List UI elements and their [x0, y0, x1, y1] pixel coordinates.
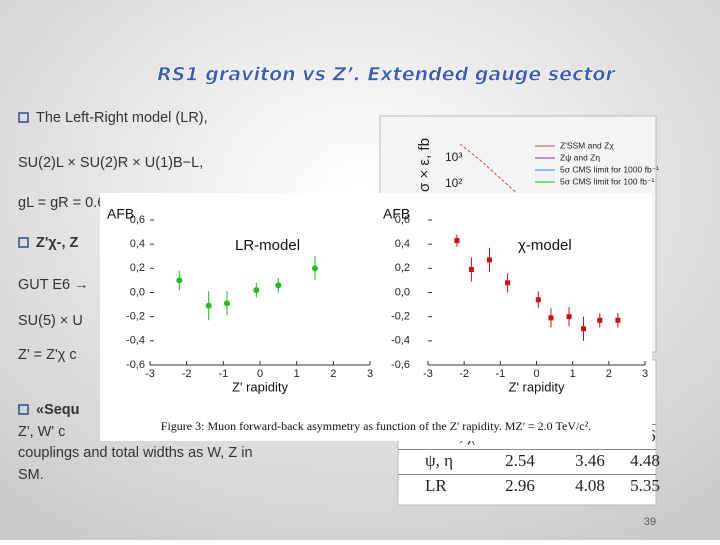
data-point	[566, 314, 572, 320]
panel-x-label: Z' rapidity	[509, 379, 565, 394]
y-tick-label: 0,6	[395, 214, 410, 226]
y-tick-label: 0,0	[130, 286, 145, 298]
table-cell: LR	[425, 476, 447, 495]
y-tick-label: -0,2	[391, 311, 410, 323]
y-tick-label: 0,0	[395, 286, 410, 298]
y-tick-label: 0,6	[130, 214, 145, 226]
table-cell: ψ, η	[425, 451, 453, 470]
x-tick-label: -1	[495, 368, 505, 380]
y-tick-label: 0,2	[130, 262, 145, 274]
figure-caption: Figure 3: Muon forward-back asymmetry as…	[161, 419, 591, 433]
x-tick-label: -2	[459, 368, 469, 380]
bullet-text: SM.	[18, 467, 44, 483]
x-tick-label: -3	[423, 368, 433, 380]
panel-y-label: AFB	[107, 206, 134, 222]
panel-model: χ-model	[518, 237, 572, 254]
plot-tick-label: 10³	[445, 150, 462, 164]
legend-text: Z'SSM and Zχ	[560, 140, 614, 150]
plot-curve	[459, 143, 521, 197]
bullet-text: couplings and total widths as W, Z in	[18, 445, 253, 461]
figure-image	[100, 193, 652, 441]
slide-title: RS1 graviton vs Z’. Extended gauge secto…	[157, 64, 616, 86]
x-tick-label: 1	[570, 368, 576, 380]
data-point	[535, 297, 541, 303]
y-tick-label: -0,4	[391, 335, 410, 347]
bullet-list: The Left-Right model (LR), SU(2)L × SU(2)…	[18, 110, 273, 483]
bullet-text: Z'χ-, Z	[36, 235, 79, 251]
bullet-text: «Sequ	[36, 402, 80, 418]
data-point	[486, 257, 492, 263]
plot-y-label: σ × ε, fb	[416, 138, 433, 192]
data-point	[548, 315, 554, 321]
bullet-text: SU(2)L × SU(2)R × U(1)B−L,	[18, 155, 203, 171]
y-tick-label: 0,2	[395, 262, 410, 274]
table-cell: 4.48	[630, 451, 660, 470]
data-point	[597, 317, 603, 323]
legend-text: 5σ CMS limit for 100 fb⁻¹	[560, 176, 654, 186]
x-tick-label: 3	[642, 368, 648, 380]
table-cell: 3.46	[575, 451, 605, 470]
legend-text: Zψ and Zη	[560, 152, 600, 162]
data-point	[176, 277, 183, 284]
y-tick-label: 0,4	[395, 238, 410, 250]
y-tick-label: -0,6	[126, 359, 145, 371]
data-point	[454, 238, 460, 244]
data-point	[312, 265, 318, 272]
bullet-marker	[18, 237, 29, 248]
bullet-text: Z', W' c	[18, 424, 65, 440]
bullet-text: The Left-Right model (LR),	[36, 110, 208, 126]
bullet-text: GUT E6 →	[18, 277, 89, 293]
x-tick-label: 0	[257, 368, 263, 380]
x-tick-label: -1	[218, 368, 228, 380]
bullet-text: Z' = Z'χ c	[18, 347, 77, 363]
bullet-marker	[18, 112, 29, 123]
x-tick-label: 3	[367, 368, 373, 380]
data-point	[615, 317, 621, 323]
table-cell: 4.08	[575, 476, 605, 495]
legend-text: 5σ CMS limit for 1000 fb⁻¹	[560, 164, 659, 174]
data-point	[275, 282, 282, 289]
bullet-marker	[18, 404, 29, 415]
panel-y-label: AFB	[383, 206, 410, 222]
x-tick-label: -2	[182, 368, 192, 380]
data-point	[505, 280, 511, 286]
table-cell: 2.54	[505, 451, 535, 470]
data-point	[205, 302, 212, 309]
y-tick-label: -0,2	[126, 311, 145, 323]
x-tick-label: 0	[533, 368, 539, 380]
y-tick-label: -0,4	[126, 335, 145, 347]
table-cell: 2.96	[505, 476, 535, 495]
x-tick-label: -3	[145, 368, 155, 380]
page-number: 39	[644, 516, 656, 528]
y-tick-label: 0,4	[130, 238, 145, 250]
plot-tick-label: 10²	[445, 176, 462, 190]
table-cell: 5.35	[630, 476, 660, 495]
x-tick-label: 2	[606, 368, 612, 380]
data-point	[224, 300, 230, 307]
panel-x-label: Z' rapidity	[232, 379, 288, 394]
data-point	[253, 287, 260, 294]
x-tick-label: 2	[330, 368, 336, 380]
panel-model: LR-model	[235, 237, 300, 254]
x-tick-label: 1	[294, 368, 300, 380]
data-point	[468, 267, 474, 273]
figure: AFB LR-model Z' rapidity 0,6 0,4 0,2 0,0 -0,2 -0…	[107, 206, 648, 395]
data-point	[581, 326, 587, 332]
y-tick-label: -0,6	[391, 359, 410, 371]
plot-legend: Z'SSM and Zχ Zψ and Zη 5σ CMS limit for 10…	[535, 140, 659, 186]
bullet-text: SU(5) × U	[18, 313, 83, 329]
